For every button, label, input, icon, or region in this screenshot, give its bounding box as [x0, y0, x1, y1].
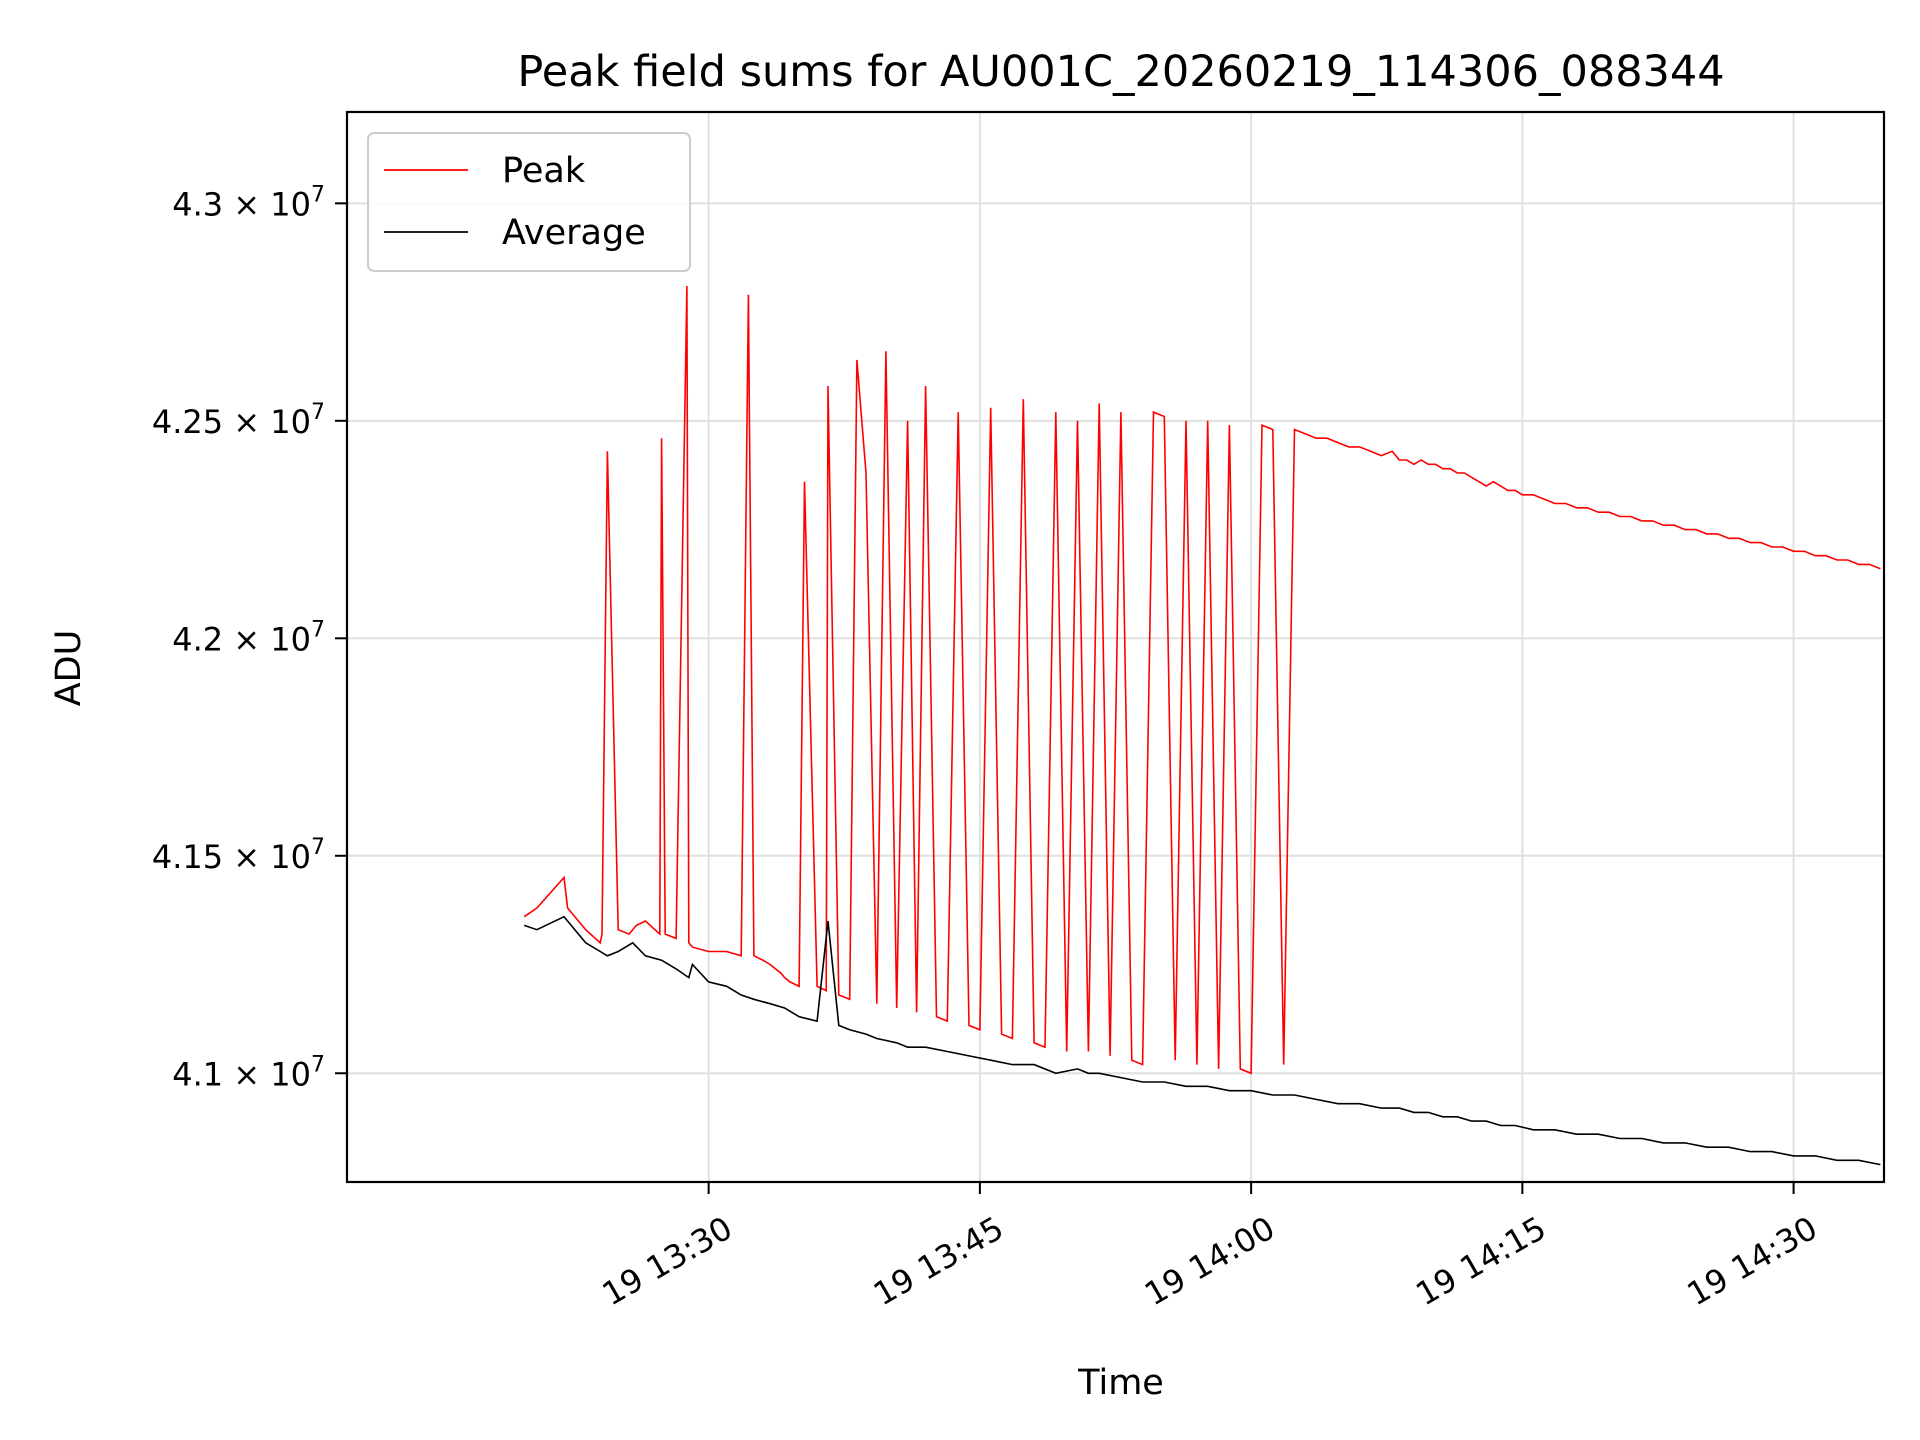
y-tick-label-3: 4.25 × 107	[152, 400, 325, 441]
legend-box	[367, 132, 691, 272]
x-axis-title: Time	[1077, 1363, 1164, 1403]
legend-label-peak: Peak	[502, 151, 586, 191]
y-tick-label-2: 4.2 × 107	[172, 617, 325, 658]
y-tick-label-0: 4.1 × 107	[172, 1052, 325, 1093]
y-axis-title: ADU	[49, 630, 89, 707]
chart-title: Peak field sums for AU001C_20260219_1143…	[517, 47, 1724, 97]
legend-label-average: Average	[502, 213, 646, 253]
series-group	[523, 285, 1881, 1166]
series-line-peak	[523, 285, 1881, 1075]
legend: Peak Average	[367, 132, 691, 272]
series-line-average	[523, 915, 1881, 1166]
axes-frame	[345, 110, 1886, 1184]
y-tick-label-4: 4.3 × 107	[172, 182, 325, 223]
y-tick-label-1: 4.15 × 107	[152, 835, 325, 876]
